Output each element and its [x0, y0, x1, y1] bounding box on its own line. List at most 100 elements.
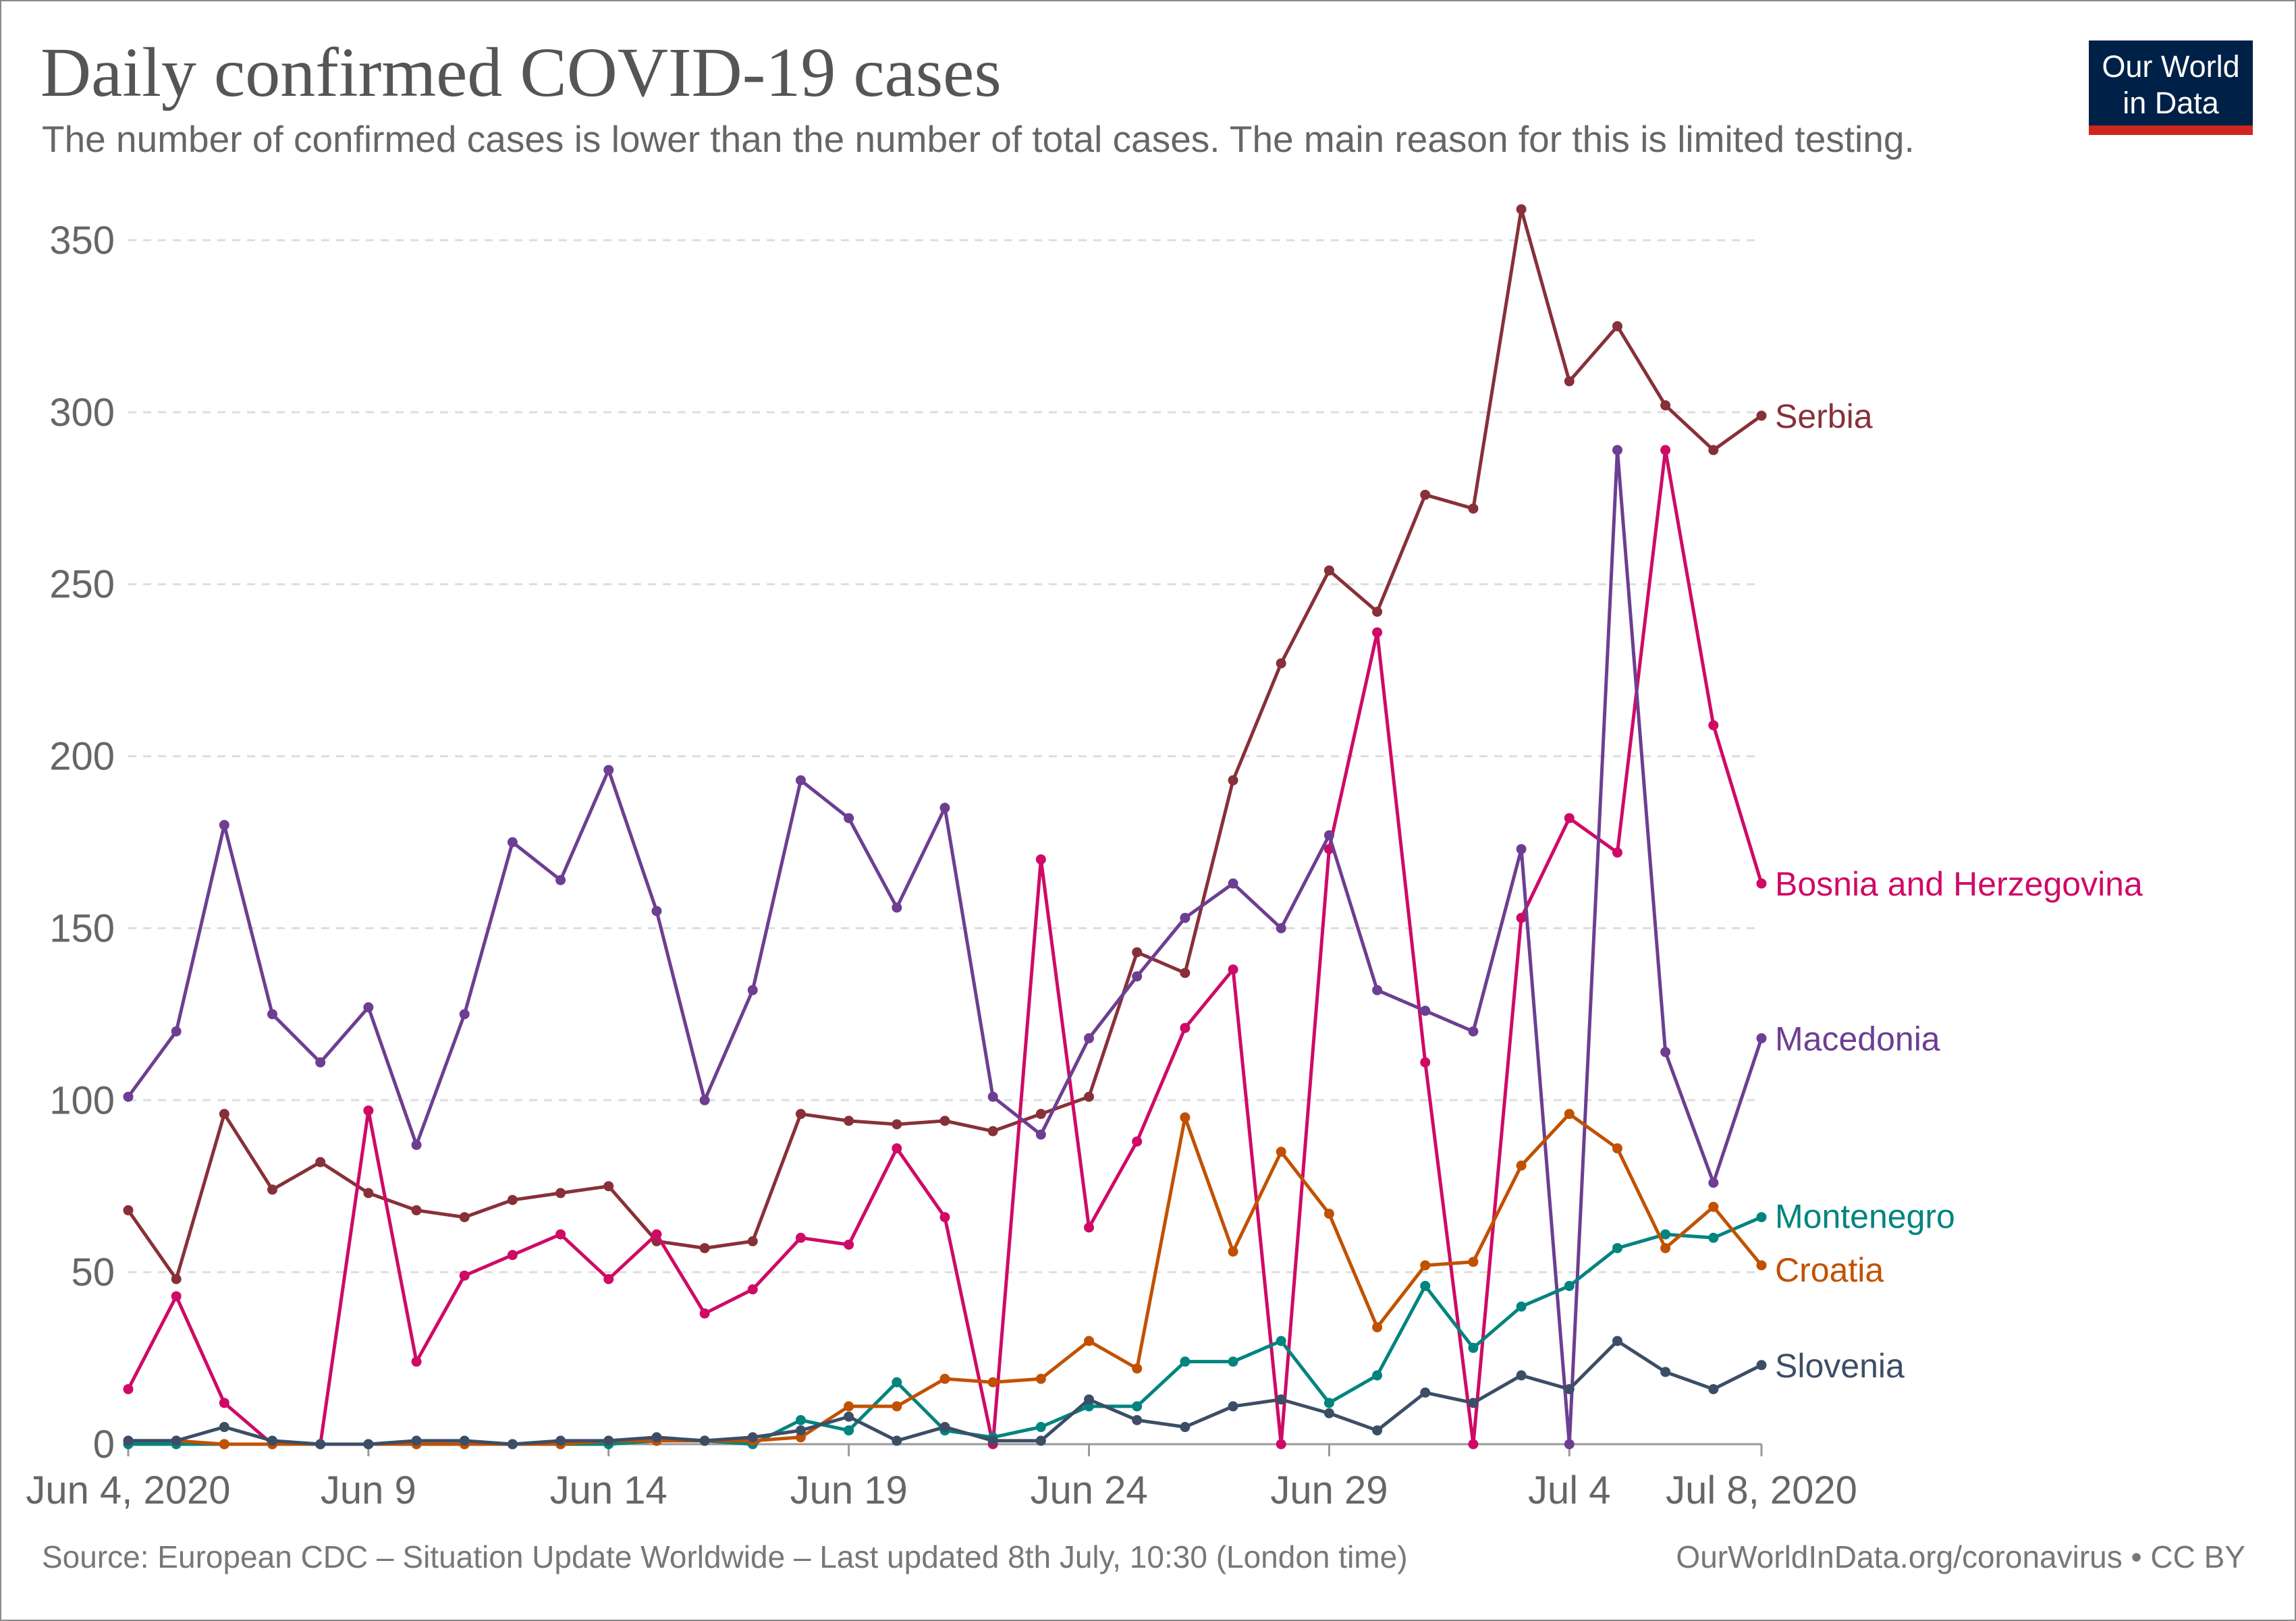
data-point	[555, 1229, 566, 1240]
data-point	[939, 1212, 950, 1223]
site-link[interactable]: OurWorldInData.org/coronavirus • CC BY	[1676, 1539, 2245, 1574]
data-point	[555, 1435, 566, 1446]
data-point	[1323, 1398, 1334, 1408]
owid-logo[interactable]: Our World in Data	[2089, 40, 2253, 135]
data-point	[1612, 1242, 1622, 1253]
data-point	[1180, 1356, 1191, 1367]
data-point	[507, 1194, 518, 1205]
data-point	[507, 1250, 518, 1261]
data-point	[219, 820, 229, 831]
data-point	[123, 1205, 134, 1215]
data-point	[1708, 720, 1719, 731]
data-point	[603, 765, 614, 775]
x-tick-label: Jul 8, 2020	[1666, 1468, 1857, 1512]
data-point	[1516, 1370, 1527, 1381]
data-point	[1084, 1336, 1095, 1346]
data-point	[1660, 1367, 1671, 1377]
data-point	[1372, 985, 1383, 995]
data-point	[171, 1291, 182, 1302]
data-point	[603, 1435, 614, 1446]
data-point	[1372, 1370, 1383, 1381]
data-point	[315, 1439, 326, 1450]
y-tick-label: 200	[49, 735, 115, 779]
data-point	[1132, 971, 1143, 982]
data-point	[1708, 1201, 1719, 1212]
data-point	[1180, 968, 1191, 979]
data-point	[651, 1432, 662, 1443]
data-point	[459, 1270, 470, 1281]
x-tick-label: Jun 4, 2020	[26, 1468, 230, 1512]
data-point	[795, 1414, 806, 1425]
data-point	[1084, 1394, 1095, 1405]
data-point	[219, 1109, 229, 1120]
data-point	[1132, 1401, 1143, 1412]
data-point	[267, 1435, 278, 1446]
data-point	[1276, 1147, 1286, 1157]
data-point	[123, 1435, 134, 1446]
data-point	[1468, 1439, 1479, 1450]
data-point	[1564, 376, 1575, 387]
series-line-croatia	[128, 1112, 1763, 1446]
data-point	[795, 775, 806, 786]
data-point	[1468, 1026, 1479, 1037]
x-tick-label: Jun 19	[790, 1468, 908, 1512]
data-point	[892, 1401, 902, 1412]
data-point	[1276, 1439, 1286, 1450]
data-point	[1708, 1178, 1719, 1188]
data-point	[1323, 565, 1334, 576]
data-point	[603, 1273, 614, 1284]
x-tick-label: Jun 14	[550, 1468, 667, 1512]
data-point	[844, 1401, 854, 1412]
data-point	[1516, 844, 1527, 854]
data-point	[1084, 1222, 1095, 1233]
y-tick-label: 250	[49, 563, 115, 607]
data-point	[1612, 1336, 1622, 1346]
data-point	[1276, 1394, 1286, 1405]
data-point	[1756, 1260, 1767, 1271]
data-point	[1035, 1109, 1046, 1120]
data-point	[1660, 445, 1671, 456]
data-point	[1276, 1336, 1286, 1346]
x-tick-label: Jun 29	[1270, 1468, 1388, 1512]
data-point	[1660, 1242, 1671, 1253]
x-tick-label: Jun 9	[321, 1468, 416, 1512]
data-point	[1564, 1281, 1575, 1292]
data-point	[1372, 1322, 1383, 1333]
data-point	[363, 1188, 374, 1199]
data-point	[363, 1105, 374, 1116]
series-label: Slovenia	[1775, 1347, 1905, 1385]
data-point	[1420, 1006, 1431, 1016]
data-point	[1660, 1229, 1671, 1240]
data-point	[1228, 1356, 1238, 1367]
data-point	[459, 1212, 470, 1223]
data-point	[1132, 1414, 1143, 1425]
series-label: Macedonia	[1775, 1020, 1940, 1058]
series-layer	[123, 204, 1767, 1450]
data-point	[1180, 1022, 1191, 1033]
data-point	[699, 1242, 710, 1253]
data-point	[1612, 847, 1622, 858]
data-point	[171, 1026, 182, 1037]
data-point	[1420, 1260, 1431, 1271]
data-point	[1372, 1425, 1383, 1436]
series-line-montenegro	[128, 1215, 1762, 1446]
data-point	[411, 1435, 422, 1446]
data-point	[1564, 1383, 1575, 1394]
data-point	[1132, 1363, 1143, 1374]
data-point	[123, 1383, 134, 1394]
data-point	[1516, 912, 1527, 923]
data-point	[1612, 445, 1622, 456]
data-point	[699, 1308, 710, 1319]
data-point	[267, 1009, 278, 1020]
data-point	[939, 1373, 950, 1384]
data-point	[1756, 1360, 1767, 1371]
data-point	[1276, 923, 1286, 933]
data-point	[1468, 1257, 1479, 1267]
data-point	[1228, 964, 1238, 975]
data-point	[1420, 1057, 1431, 1068]
data-point	[1756, 410, 1767, 421]
x-tick-label: Jun 24	[1030, 1468, 1147, 1512]
data-point	[939, 802, 950, 813]
data-point	[747, 1284, 758, 1295]
